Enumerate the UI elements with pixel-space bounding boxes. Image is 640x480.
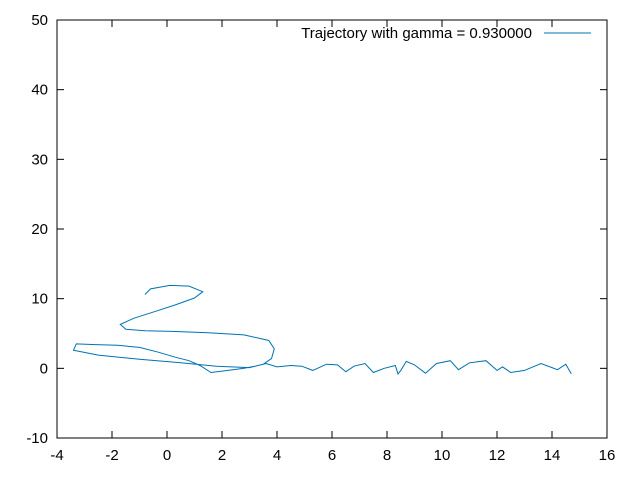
- y-tick-label: -10: [26, 430, 48, 447]
- trajectory-series-line: [72, 284, 572, 375]
- x-tick-label: -4: [50, 447, 63, 464]
- x-tick-label: 10: [434, 447, 451, 464]
- x-tick-label: 2: [218, 447, 226, 464]
- y-tick-label: 10: [31, 291, 48, 308]
- x-tick-label: -2: [105, 447, 118, 464]
- x-tick-label: 4: [273, 447, 281, 464]
- x-tick-label: 12: [489, 447, 506, 464]
- y-tick-label: 50: [31, 12, 48, 29]
- x-tick-label: 6: [328, 447, 336, 464]
- x-tick-label: 0: [163, 447, 171, 464]
- y-tick-label: 20: [31, 221, 48, 238]
- legend: Trajectory with gamma = 0.930000: [301, 25, 591, 42]
- x-tick-label: 14: [544, 447, 561, 464]
- y-tick-label: 0: [40, 360, 48, 377]
- x-tick-label: 8: [383, 447, 391, 464]
- axes: -4 -2 0 2 4 6 8 10 12 14 16 -10 0 10 20 30 40 50: [26, 12, 615, 464]
- plot-frame: [56, 19, 608, 439]
- legend-label: Trajectory with gamma = 0.930000: [301, 25, 532, 42]
- series-layer: [72, 284, 572, 375]
- y-tick-label: 40: [31, 82, 48, 99]
- x-tick-label: 16: [599, 447, 616, 464]
- y-tick-label: 30: [31, 151, 48, 168]
